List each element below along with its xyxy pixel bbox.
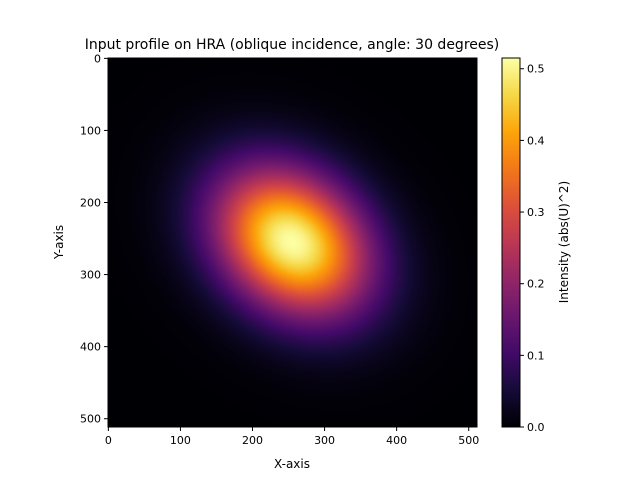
heatmap-plot	[107, 57, 478, 428]
x-tick-label: 0	[105, 434, 112, 447]
colorbar-tick-label: 0.4	[527, 134, 545, 147]
colorbar-axis: 0.0 0.1 0.2 0.3 0.4 0.5	[520, 63, 545, 434]
x-axis-label: X-axis	[274, 457, 310, 471]
x-tick-label: 300	[314, 434, 335, 447]
chart-title: Input profile on HRA (oblique incidence,…	[85, 37, 500, 53]
colorbar: 0.0 0.1 0.2 0.3 0.4 0.5 Intensity (abs(U)^2)	[501, 57, 571, 434]
colorbar-tick-label: 0.0	[527, 421, 545, 434]
colorbar-label: Intensity (abs(U)^2)	[557, 181, 571, 303]
y-tick-label: 100	[80, 124, 101, 137]
x-tick-label: 500	[458, 434, 479, 447]
heatmap-image	[108, 58, 477, 427]
y-tick-label: 200	[80, 197, 101, 210]
y-axis: 0 100 200 300 400 500	[80, 52, 108, 426]
y-tick-label: 0	[94, 52, 101, 65]
y-tick-label: 400	[80, 341, 101, 354]
colorbar-gradient	[502, 58, 520, 427]
x-tick-label: 400	[386, 434, 407, 447]
colorbar-frame	[501, 57, 521, 428]
y-tick-label: 300	[80, 269, 101, 282]
colorbar-tick-label: 0.2	[527, 278, 545, 291]
y-axis-label: Y-axis	[52, 225, 66, 260]
x-tick-label: 100	[170, 434, 191, 447]
x-tick-label: 200	[242, 434, 263, 447]
colorbar-tick-label: 0.1	[527, 349, 545, 362]
x-axis: 0 100 200 300 400 500	[105, 427, 479, 447]
plot-frame	[107, 57, 478, 428]
colorbar-tick-label: 0.3	[527, 206, 545, 219]
y-tick-label: 500	[80, 413, 101, 426]
colorbar-tick-label: 0.5	[527, 63, 545, 76]
